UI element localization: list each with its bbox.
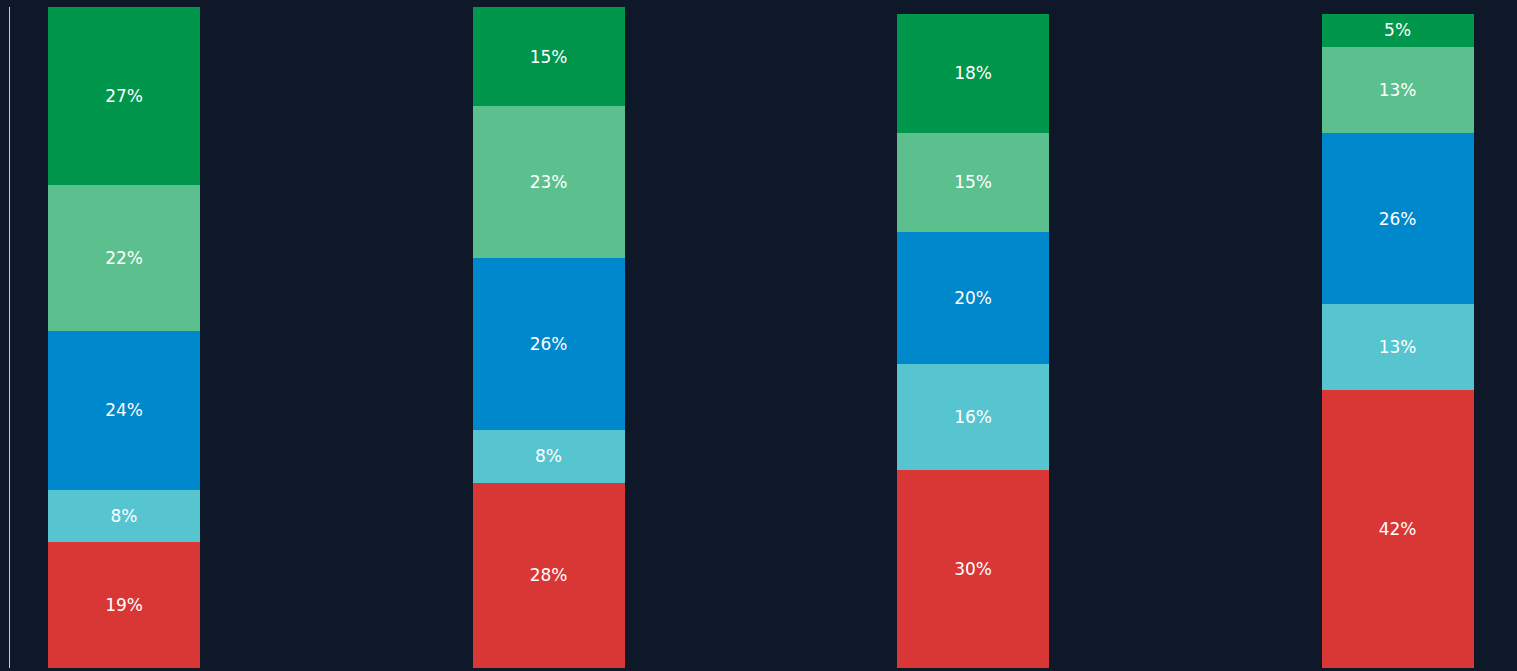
svg-text:42%: 42% bbox=[1379, 519, 1417, 539]
svg-text:19%: 19% bbox=[105, 595, 143, 615]
svg-text:28%: 28% bbox=[530, 565, 568, 585]
svg-text:13%: 13% bbox=[1379, 337, 1417, 357]
svg-text:8%: 8% bbox=[111, 506, 138, 526]
svg-text:8%: 8% bbox=[535, 446, 562, 466]
svg-text:26%: 26% bbox=[530, 334, 568, 354]
svg-text:22%: 22% bbox=[105, 248, 143, 268]
svg-text:20%: 20% bbox=[954, 288, 992, 308]
svg-text:27%: 27% bbox=[105, 86, 143, 106]
svg-text:16%: 16% bbox=[954, 407, 992, 427]
svg-text:5%: 5% bbox=[1384, 20, 1411, 40]
svg-text:24%: 24% bbox=[105, 400, 143, 420]
svg-text:15%: 15% bbox=[530, 47, 568, 67]
svg-text:23%: 23% bbox=[530, 172, 568, 192]
svg-text:13%: 13% bbox=[1379, 80, 1417, 100]
svg-text:26%: 26% bbox=[1379, 209, 1417, 229]
svg-text:15%: 15% bbox=[954, 172, 992, 192]
svg-text:30%: 30% bbox=[954, 559, 992, 579]
svg-text:18%: 18% bbox=[954, 63, 992, 83]
